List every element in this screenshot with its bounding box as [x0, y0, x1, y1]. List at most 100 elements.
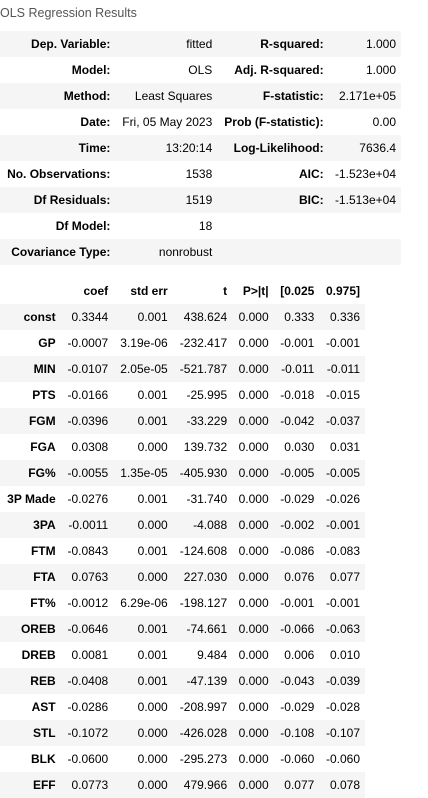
coef-variable-name: DREB — [21, 648, 56, 662]
summary-value: 7636.4 — [359, 141, 396, 155]
coef-value: 0.001 — [137, 388, 168, 402]
coef-value: -0.039 — [325, 674, 360, 688]
summary-label: Dep. Variable: — [31, 37, 111, 51]
coef-value: 6.29e-06 — [120, 596, 168, 610]
coef-value: -0.042 — [280, 414, 315, 428]
coef-value: -25.995 — [186, 388, 228, 402]
coef-value: -0.0286 — [67, 700, 109, 714]
coef-row: 3PA -0.0011 0.000 -4.088 0.000 -0.002 -0.001 — [0, 512, 365, 538]
summary-label: Prob (F-statistic): — [224, 115, 324, 129]
coefficients-header-row: coef std err t P>|t| [0.025 0.975] — [0, 278, 365, 304]
coef-value: -0.001 — [280, 336, 315, 350]
coef-value: 227.030 — [183, 570, 228, 584]
coef-value: 0.000 — [238, 726, 269, 740]
coef-value: -295.273 — [179, 752, 228, 766]
coef-row: FTA 0.0763 0.000 227.030 0.000 0.076 0.077 — [0, 564, 365, 590]
summary-label: Adj. R-squared: — [234, 63, 324, 77]
coef-value: 0.030 — [284, 440, 315, 454]
coef-value: 3.19e-06 — [120, 336, 168, 350]
summary-label: Method: — [63, 89, 111, 103]
coefficients-table: coef std err t P>|t| [0.025 0.975] const 0.334… — [0, 278, 365, 798]
coef-value: 0.000 — [238, 544, 269, 558]
coef-value: -426.028 — [179, 726, 228, 740]
coef-value: 0.077 — [329, 570, 360, 584]
coef-value: 0.0773 — [71, 778, 109, 792]
summary-label: Date: — [80, 115, 111, 129]
coef-row: 3P Made -0.0276 0.001 -31.740 0.000 -0.029 -0.… — [0, 486, 365, 512]
coef-value: -0.0055 — [67, 466, 109, 480]
coef-value: -0.108 — [280, 726, 315, 740]
coef-value: -0.086 — [280, 544, 315, 558]
summary-value: Least Squares — [134, 89, 213, 103]
coef-value: 0.001 — [137, 310, 168, 324]
coef-value: -4.088 — [193, 518, 228, 532]
coef-value: 0.000 — [137, 726, 168, 740]
coef-value: -0.001 — [325, 518, 360, 532]
coef-value: -0.063 — [325, 622, 360, 636]
coef-value: -124.608 — [179, 544, 228, 558]
summary-label: R-squared: — [260, 37, 324, 51]
summary-table: Dep. Variable: fitted R-squared: 1.000 Model… — [0, 31, 401, 265]
summary-label: Model: — [71, 63, 111, 77]
coef-value: -0.083 — [325, 544, 360, 558]
coef-variable-name: AST — [31, 700, 56, 714]
coef-value: 0.078 — [329, 778, 360, 792]
coef-value: 0.001 — [137, 674, 168, 688]
coef-value: -0.060 — [280, 752, 315, 766]
coef-value: -0.066 — [280, 622, 315, 636]
summary-label: Log-Likelihood: — [233, 141, 324, 155]
summary-label: AIC: — [298, 167, 324, 181]
coef-variable-name: GP — [38, 336, 56, 350]
summary-label: BIC: — [298, 193, 324, 207]
coef-value: 0.031 — [329, 440, 360, 454]
coef-value: -0.0007 — [67, 336, 109, 350]
coef-variable-name: PTS — [32, 388, 56, 402]
coef-row: FT% -0.0012 6.29e-06 -198.127 0.000 -0.001 -0.… — [0, 590, 365, 616]
coef-value: 0.0081 — [71, 648, 109, 662]
coef-value: -0.0646 — [67, 622, 109, 636]
coef-variable-name: 3P Made — [7, 492, 56, 506]
coef-row: FTM -0.0843 0.001 -124.608 0.000 -0.086 -0.083 — [0, 538, 365, 564]
coef-row: FG% -0.0055 1.35e-05 -405.930 0.000 -0.005 -0.… — [0, 460, 365, 486]
coef-value: 0.000 — [137, 778, 168, 792]
coef-column-header: coef — [83, 284, 109, 298]
coef-value: 0.000 — [238, 310, 269, 324]
summary-row: Time: 13:20:14 Log-Likelihood: 7636.4 — [0, 135, 401, 161]
coef-row: STL -0.1072 0.000 -426.028 0.000 -0.108 -0.107 — [0, 720, 365, 746]
summary-label: Df Model: — [55, 219, 111, 233]
coef-value: 0.000 — [238, 596, 269, 610]
coef-value: 0.001 — [137, 414, 168, 428]
coef-value: -0.002 — [280, 518, 315, 532]
coef-value: -0.029 — [280, 492, 315, 506]
coef-row: AST -0.0286 0.000 -208.997 0.000 -0.029 -0.028 — [0, 694, 365, 720]
coef-value: 0.000 — [137, 570, 168, 584]
coef-value: 0.000 — [238, 414, 269, 428]
coef-value: 0.000 — [238, 648, 269, 662]
summary-value: nonrobust — [158, 245, 213, 259]
summary-value: 18 — [198, 219, 213, 233]
summary-label — [217, 239, 328, 265]
coef-value: 0.000 — [238, 570, 269, 584]
coef-value: -0.0107 — [67, 362, 109, 376]
coef-value: 0.0763 — [71, 570, 109, 584]
coef-value: 479.966 — [183, 778, 228, 792]
coef-variable-name: OREB — [20, 622, 56, 636]
coef-value: -0.0396 — [67, 414, 109, 428]
coef-value: -74.661 — [186, 622, 228, 636]
summary-label: Time: — [78, 141, 111, 155]
coef-value: -0.001 — [280, 596, 315, 610]
coef-variable-name: STL — [32, 726, 56, 740]
summary-row: Covariance Type: nonrobust — [0, 239, 401, 265]
coef-row: MIN -0.0107 2.05e-05 -521.787 0.000 -0.011 -0.… — [0, 356, 365, 382]
coef-column-header — [0, 278, 61, 304]
coef-value: -0.001 — [325, 596, 360, 610]
coef-column-header: 0.975] — [325, 284, 360, 298]
coef-value: -0.060 — [325, 752, 360, 766]
summary-value: fitted — [186, 37, 213, 51]
coef-value: -0.0276 — [67, 492, 109, 506]
coef-value: -0.005 — [280, 466, 315, 480]
coef-value: 0.3344 — [71, 310, 109, 324]
coef-value: 0.006 — [284, 648, 315, 662]
coef-variable-name: FGM — [28, 414, 56, 428]
coef-value: -0.037 — [325, 414, 360, 428]
